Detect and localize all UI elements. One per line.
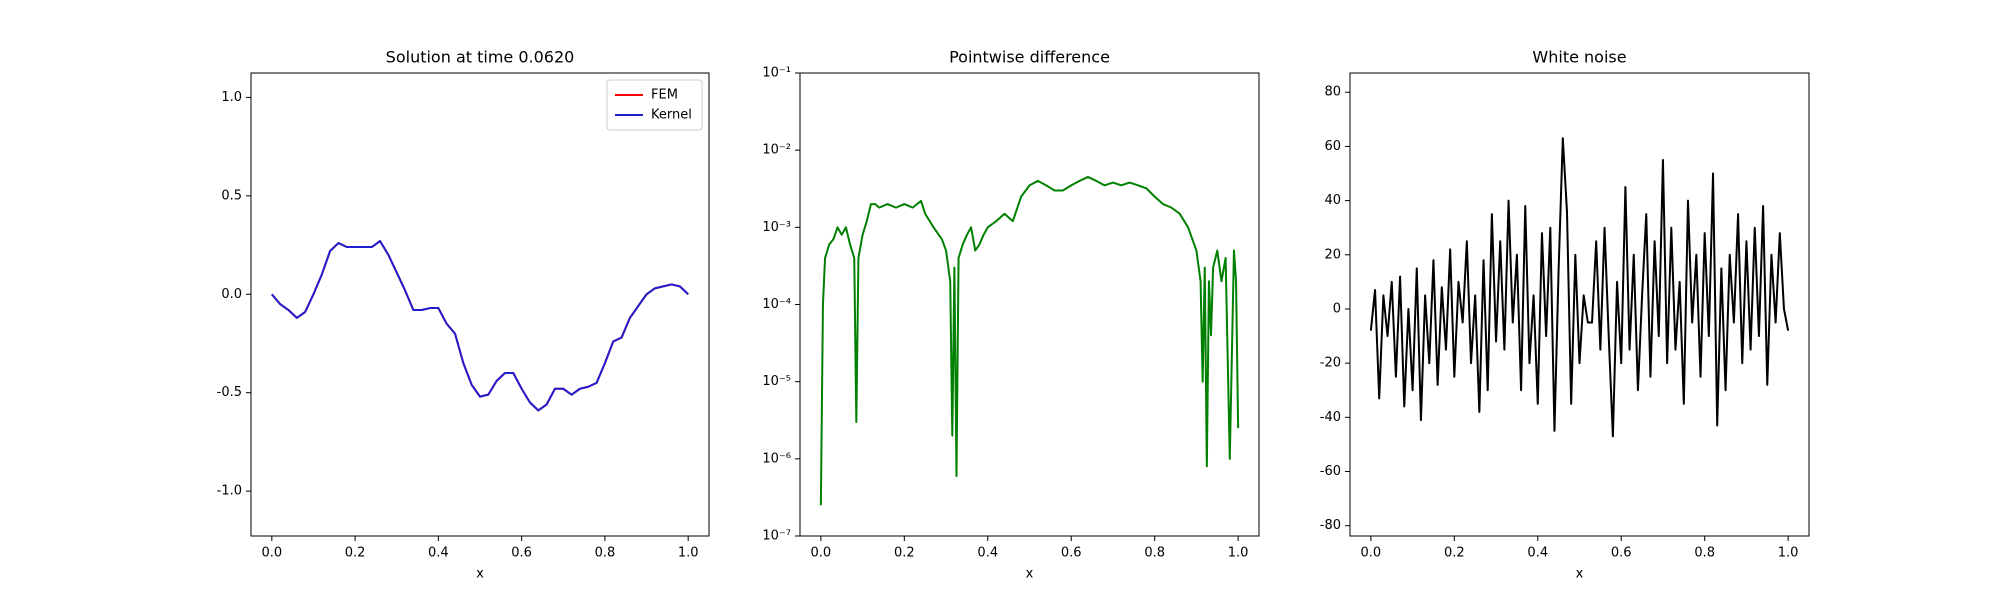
y-tick-label: 10⁻⁶: [762, 451, 791, 466]
y-tick-label: 0.5: [221, 188, 242, 203]
axes-frame: [250, 72, 710, 537]
plot-area: [251, 73, 709, 536]
legend-box: [606, 79, 703, 131]
x-tick-label: 1.0: [678, 546, 699, 561]
y-tick-label: -40: [1320, 410, 1341, 425]
legend-label: Kernel: [651, 108, 692, 123]
y-tick-label: 10⁻³: [762, 220, 791, 235]
y-tick-label: -1.0: [217, 484, 242, 499]
x-axis-label: x: [1026, 567, 1034, 582]
subplot-title: Solution at time 0.0620: [386, 48, 575, 67]
y-tick-label: -20: [1320, 356, 1341, 371]
x-tick-label: 0.4: [977, 546, 998, 561]
x-tick-label: 0.6: [1061, 546, 1082, 561]
subplot: 0.0 0.2 0.4 0.6 0.8 1.0 -80 -60 -40 -20 0 20 40 60 80 W…: [1320, 48, 1810, 582]
x-tick-label: 0.0: [811, 546, 832, 561]
data-line: [1369, 137, 1790, 438]
y-tick-label: 40: [1324, 193, 1341, 208]
legend: FEM Kernel: [606, 79, 703, 131]
y-tick-label: 60: [1324, 139, 1341, 154]
y-tick-label: 0: [1333, 301, 1341, 316]
subplot: 0.0 0.2 0.4 0.6 0.8 1.0 10⁻⁷ 10⁻⁶ 10⁻⁵ 10⁻⁴ 10⁻³ 10…: [762, 48, 1260, 582]
y-tick-label: -60: [1320, 464, 1341, 479]
x-tick-label: 0.0: [1361, 546, 1382, 561]
subplot-title: White noise: [1532, 48, 1626, 67]
x-tick-label: 0.4: [428, 546, 449, 561]
x-tick-label: 0.2: [894, 546, 915, 561]
data-line: [271, 240, 689, 412]
y-tick-label: 0.0: [221, 287, 242, 302]
y-tick-label: 10⁻²: [762, 143, 791, 158]
subplot: 0.0 0.2 0.4 0.6 0.8 1.0 -1.0 -0.5 0.0 0.5 1.0 Solut…: [217, 48, 710, 582]
x-tick-label: 0.6: [511, 546, 532, 561]
y-tick-label: -0.5: [217, 385, 242, 400]
x-tick-label: 0.2: [1444, 546, 1465, 561]
y-tick-label: 10⁻⁷: [762, 529, 791, 544]
x-tick-label: 1.0: [1228, 546, 1249, 561]
y-tick-label: 20: [1324, 247, 1341, 262]
x-tick-label: 1.0: [1778, 546, 1799, 561]
y-tick-label: 10⁻⁵: [762, 374, 791, 389]
legend-label: FEM: [651, 88, 678, 103]
data-line: [819, 175, 1240, 506]
x-tick-label: 0.2: [345, 546, 366, 561]
x-tick-label: 0.8: [1694, 546, 1715, 561]
y-tick-label: 10⁻¹: [762, 66, 791, 81]
plot-area: [800, 73, 1259, 536]
x-axis-label: x: [476, 567, 484, 582]
y-tick-label: 10⁻⁴: [762, 297, 791, 312]
y-tick-label: 1.0: [221, 90, 242, 105]
axes-frame: [1349, 72, 1810, 537]
subplot-title: Pointwise difference: [949, 48, 1110, 67]
x-tick-label: 0.6: [1611, 546, 1632, 561]
x-tick-label: 0.8: [595, 546, 616, 561]
y-tick-label: -80: [1320, 518, 1341, 533]
x-axis-label: x: [1576, 567, 1584, 582]
x-tick-label: 0.4: [1527, 546, 1548, 561]
x-tick-label: 0.8: [1144, 546, 1165, 561]
x-tick-label: 0.0: [261, 546, 282, 561]
y-tick-label: 80: [1324, 85, 1341, 100]
